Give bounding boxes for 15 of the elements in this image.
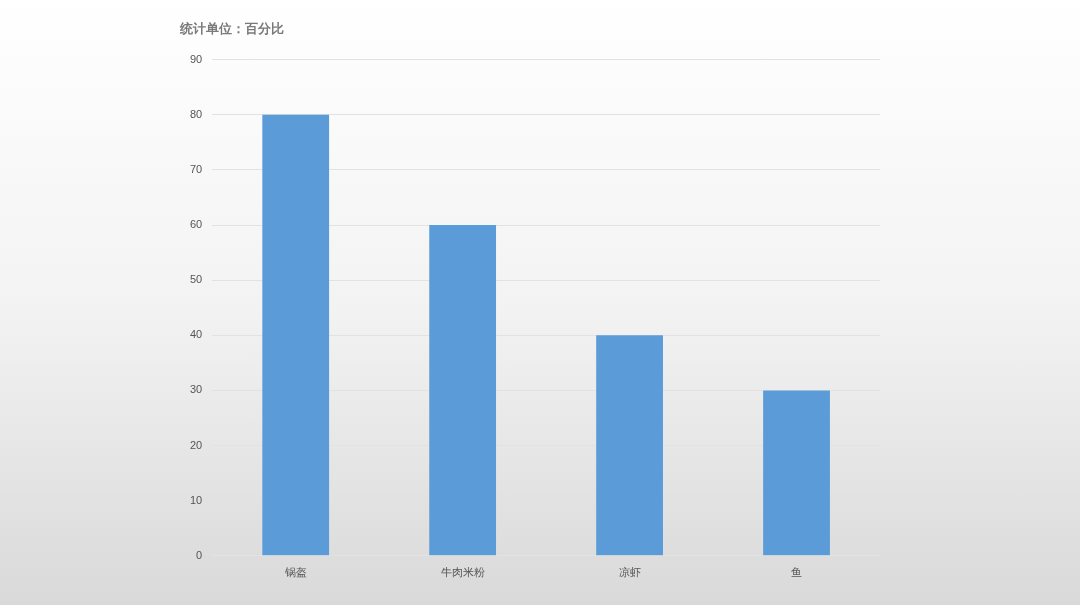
x-tick-label: 凉虾 bbox=[618, 566, 641, 580]
y-tick-label: 70 bbox=[189, 162, 203, 175]
y-tick-label: 60 bbox=[189, 218, 203, 231]
y-tick-label: 40 bbox=[189, 328, 203, 341]
y-tick-label: 90 bbox=[189, 52, 203, 65]
y-tick-label: 50 bbox=[189, 273, 203, 286]
x-tick-label: 牛肉米粉 bbox=[440, 566, 485, 580]
x-tick-label: 锅盔 bbox=[283, 566, 307, 580]
y-tick-label: 20 bbox=[189, 438, 203, 451]
y-tick-label: 80 bbox=[189, 107, 203, 120]
y-tick-label: 30 bbox=[189, 383, 203, 396]
chart-title: 统计单位：百分比 bbox=[179, 21, 284, 37]
y-tick-label: 0 bbox=[196, 548, 203, 561]
y-tick-label: 10 bbox=[189, 493, 203, 506]
x-tick-label: 鱼 bbox=[791, 566, 803, 580]
